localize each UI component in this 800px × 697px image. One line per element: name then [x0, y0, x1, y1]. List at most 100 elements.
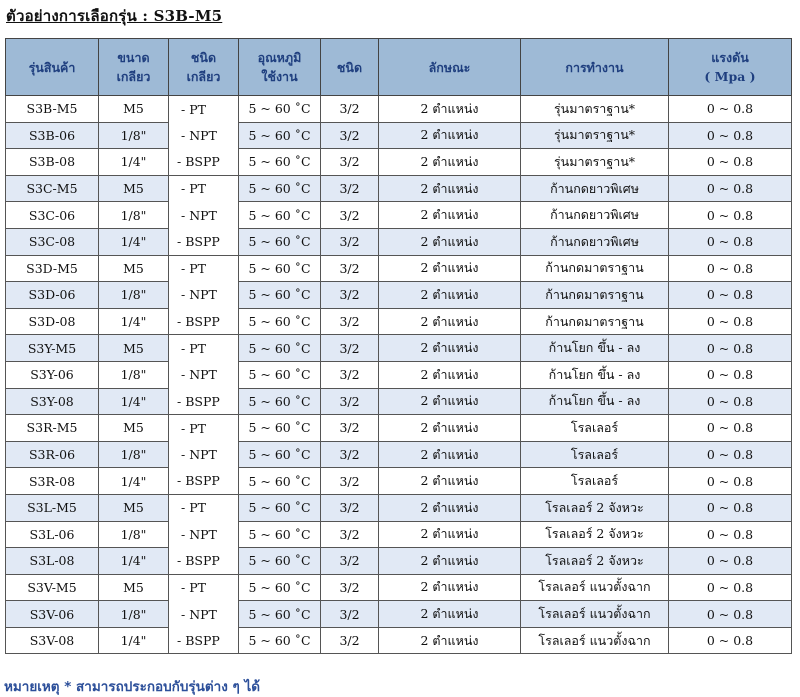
cell-thread-size: M5 [98, 334, 169, 362]
cell-operation: รุ่นมาตราฐาน* [520, 95, 669, 123]
cell-type: 3/2 [320, 174, 379, 203]
cell-position: 2 ตำแหน่ง [378, 467, 521, 495]
cell-temperature: 5 ~ 60 ˚C [238, 334, 321, 362]
cell-thread-type: - PT [168, 493, 239, 521]
cell-model: S3V-06 [5, 600, 99, 628]
cell-model: S3C-M5 [5, 174, 99, 203]
header-operation: การทำงาน [520, 38, 669, 96]
cell-temperature: 5 ~ 60 ˚C [238, 307, 321, 336]
table-row: S3R-08 1/4" - BSPP 5 ~ 60 ˚C 3/2 2 ตำแหน่ง โรล… [5, 467, 792, 495]
cell-pressure: 0 ~ 0.8 [668, 227, 792, 256]
cell-thread-type: - BSPP [168, 627, 239, 655]
cell-model: S3V-M5 [5, 573, 99, 602]
table-row: S3R-M5 M5- PT 5 ~ 60 ˚C 3/2 2 ตำแหน่ง โรลเลอร… [5, 414, 792, 442]
cell-type: 3/2 [320, 440, 379, 469]
cell-thread-size: M5 [98, 414, 169, 442]
cell-operation: โรลเลอร์ 2 จังหวะ [520, 493, 669, 522]
cell-model: S3D-06 [5, 281, 99, 309]
cell-model: S3L-08 [5, 547, 99, 575]
cell-position: 2 ตำแหน่ง [378, 600, 521, 628]
table-row: S3V-08 1/4" - BSPP 5 ~ 60 ˚C 3/2 2 ตำแหน่ง โรล… [5, 626, 792, 655]
cell-model: S3L-06 [5, 520, 99, 549]
cell-operation: รุ่นมาตราฐาน* [520, 148, 669, 176]
cell-position: 2 ตำแหน่ง [378, 626, 521, 655]
cell-pressure: 0 ~ 0.8 [668, 547, 792, 575]
cell-temperature: 5 ~ 60 ˚C [238, 174, 321, 203]
cell-thread-size: 1/8" [98, 281, 169, 309]
cell-type: 3/2 [320, 121, 379, 150]
cell-pressure: 0 ~ 0.8 [668, 626, 792, 655]
cell-operation: โรลเลอร์ แนวตั้งฉาก [520, 600, 669, 628]
cell-model: S3D-08 [5, 307, 99, 336]
table-row: S3V-M5 M5- PT 5 ~ 60 ˚C 3/2 2 ตำแหน่ง โรลเลอร… [5, 573, 792, 602]
cell-operation: ก้านกดมาตราฐาน [520, 281, 669, 309]
cell-position: 2 ตำแหน่ง [378, 387, 521, 416]
cell-thread-type: - BSPP [168, 388, 239, 416]
cell-pressure: 0 ~ 0.8 [668, 95, 792, 123]
cell-model: S3Y-08 [5, 387, 99, 416]
cell-operation: ก้านโยก ขึ้น - ลง [520, 360, 669, 389]
cell-type: 3/2 [320, 227, 379, 256]
cell-pressure: 0 ~ 0.8 [668, 387, 792, 416]
cell-model: S3Y-06 [5, 360, 99, 389]
cell-pressure: 0 ~ 0.8 [668, 281, 792, 309]
cell-pressure: 0 ~ 0.8 [668, 121, 792, 150]
page-title: ตัวอย่างการเลือกรุ่น : S3B-M5 [6, 7, 223, 25]
cell-temperature: 5 ~ 60 ˚C [238, 440, 321, 469]
cell-operation: ก้านกดมาตราฐาน [520, 307, 669, 336]
table-row: S3B-M5 M5- PT 5 ~ 60 ˚C 3/2 2 ตำแหน่ง รุ่นมาต… [5, 95, 792, 123]
cell-temperature: 5 ~ 60 ˚C [238, 254, 321, 283]
cell-pressure: 0 ~ 0.8 [668, 467, 792, 495]
cell-thread-type: - BSPP [168, 228, 239, 256]
cell-pressure: 0 ~ 0.8 [668, 307, 792, 336]
cell-position: 2 ตำแหน่ง [378, 121, 521, 150]
cell-operation: ก้านกดยาวพิเศษ [520, 227, 669, 256]
cell-thread-size: 1/8" [98, 520, 169, 549]
cell-thread-type: - PT [168, 95, 239, 123]
cell-operation: โรลเลอร์ แนวตั้งฉาก [520, 573, 669, 602]
cell-temperature: 5 ~ 60 ˚C [238, 547, 321, 575]
cell-pressure: 0 ~ 0.8 [668, 573, 792, 602]
cell-thread-type: - NPT [168, 361, 239, 389]
cell-model: S3B-M5 [5, 95, 99, 123]
cell-position: 2 ตำแหน่ง [378, 334, 521, 362]
cell-model: S3B-06 [5, 121, 99, 150]
cell-temperature: 5 ~ 60 ˚C [238, 387, 321, 416]
cell-pressure: 0 ~ 0.8 [668, 254, 792, 283]
cell-pressure: 0 ~ 0.8 [668, 440, 792, 469]
cell-operation: ก้านกดมาตราฐาน [520, 254, 669, 283]
cell-pressure: 0 ~ 0.8 [668, 600, 792, 628]
cell-pressure: 0 ~ 0.8 [668, 201, 792, 229]
table-row: S3D-M5 M5- PT 5 ~ 60 ˚C 3/2 2 ตำแหน่ง ก้านกดม… [5, 254, 792, 283]
cell-thread-size: 1/4" [98, 467, 169, 495]
cell-thread-size: M5 [98, 493, 169, 522]
cell-position: 2 ตำแหน่ง [378, 201, 521, 229]
cell-model: S3Y-M5 [5, 334, 99, 362]
cell-thread-type: - PT [168, 254, 239, 282]
header-model: รุ่นสินค้า [5, 38, 99, 96]
cell-model: S3R-08 [5, 467, 99, 495]
cell-thread-type: - BSPP [168, 467, 239, 495]
cell-thread-size: 1/8" [98, 440, 169, 469]
cell-operation: โรลเลอร์ 2 จังหวะ [520, 520, 669, 549]
cell-thread-type: - PT [168, 174, 239, 202]
cell-type: 3/2 [320, 387, 379, 416]
cell-operation: โรลเลอร์ แนวตั้งฉาก [520, 626, 669, 655]
cell-thread-type: - NPT [168, 201, 239, 229]
cell-thread-size: 1/8" [98, 201, 169, 229]
cell-thread-type: - NPT [168, 441, 239, 468]
table-row: S3C-08 1/4" - BSPP 5 ~ 60 ˚C 3/2 2 ตำแหน่ง ก้า… [5, 227, 792, 256]
footnote: หมายเหตุ * สามารถประกอบกับรุ่นต่าง ๆ ได้ [4, 679, 261, 695]
cell-operation: ก้านกดยาวพิเศษ [520, 201, 669, 229]
table-row: S3D-08 1/4" - BSPP 5 ~ 60 ˚C 3/2 2 ตำแหน่ง ก้า… [5, 307, 792, 336]
cell-temperature: 5 ~ 60 ˚C [238, 467, 321, 495]
cell-temperature: 5 ~ 60 ˚C [238, 414, 321, 442]
header-thread-size: ขนาด เกลียว [98, 38, 169, 96]
cell-type: 3/2 [320, 467, 379, 495]
table-row: S3L-06 1/8" - NPT 5 ~ 60 ˚C 3/2 2 ตำแหน่ง โรลเ… [5, 520, 792, 549]
cell-type: 3/2 [320, 414, 379, 442]
cell-thread-size: 1/8" [98, 600, 169, 628]
cell-position: 2 ตำแหน่ง [378, 414, 521, 442]
cell-thread-size: 1/4" [98, 307, 169, 336]
cell-pressure: 0 ~ 0.8 [668, 493, 792, 522]
